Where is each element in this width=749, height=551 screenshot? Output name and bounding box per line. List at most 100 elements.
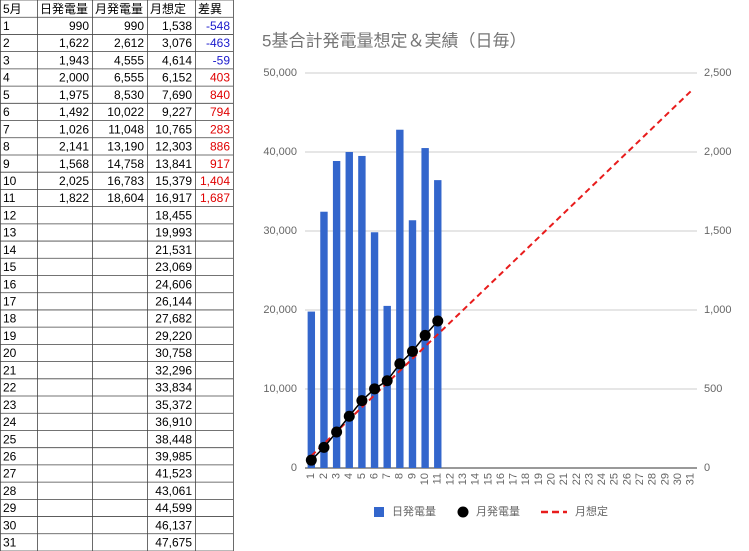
x-tick-label: 16 (495, 473, 507, 485)
table-cell: 6,555 (114, 71, 144, 85)
x-tick-label: 3 (331, 473, 343, 479)
table-cell: 794 (210, 105, 230, 119)
table-cell: 3,076 (162, 36, 192, 50)
table-cell: 26,144 (155, 295, 192, 309)
x-tick-label: 12 (444, 473, 456, 485)
header-cell: 月発電量 (95, 2, 143, 16)
table-cell: 11 (3, 191, 16, 205)
dot (318, 441, 330, 453)
dot (406, 345, 418, 357)
table-cell: 2,612 (114, 36, 144, 50)
table-cell: 6 (3, 105, 10, 119)
table-cell: 27 (3, 467, 17, 481)
x-tick-label: 30 (672, 473, 684, 485)
bar (408, 220, 417, 468)
dot (305, 454, 317, 466)
table-cell: 18 (3, 312, 17, 326)
x-tick-label: 15 (482, 473, 494, 485)
table-cell: 1,538 (162, 19, 192, 33)
x-tick-label: 29 (659, 473, 671, 485)
table-cell: 4,555 (114, 53, 144, 67)
bar (320, 211, 328, 468)
table-cell: -548 (206, 19, 230, 33)
table-cell: 16,917 (155, 191, 192, 205)
x-tick-label: 28 (647, 473, 659, 485)
table-cell: 29 (3, 501, 17, 515)
y2-tick-label: 1,500 (704, 225, 732, 237)
bar (370, 232, 379, 468)
table-cell: 14 (3, 243, 17, 257)
table-cell: 23 (3, 398, 17, 412)
table-cell: 19 (3, 329, 17, 343)
x-tick-label: 21 (558, 473, 570, 485)
table-cell: 29,220 (155, 329, 192, 343)
x-tick-label: 2 (318, 473, 330, 479)
y-tick-label: 0 (291, 462, 297, 474)
table-cell: 1,492 (59, 105, 89, 119)
table-cell: 25 (3, 432, 17, 446)
x-tick-label: 25 (609, 473, 621, 485)
table-cell: 31 (3, 536, 17, 550)
chart-title: 5基合計発電量想定＆実績（日毎） (262, 31, 526, 50)
x-tick-label: 11 (432, 473, 444, 484)
table-cell: 1,943 (59, 53, 89, 67)
table-cell: 20 (3, 346, 17, 360)
table-cell: 2,025 (59, 174, 89, 188)
header-cell: 差異 (198, 2, 222, 16)
y-tick-label: 10,000 (263, 383, 297, 395)
dot (394, 358, 406, 370)
table-cell: 990 (69, 19, 89, 33)
table-cell: 22 (3, 381, 17, 395)
table-cell: 10,765 (155, 122, 192, 136)
table-cell: 5 (3, 88, 10, 102)
header-cell: 月想定 (150, 1, 186, 16)
table-cell: 18,604 (107, 191, 144, 205)
table-cell: 840 (210, 88, 230, 102)
table-cell: 15 (3, 260, 17, 274)
x-tick-label: 23 (583, 473, 595, 485)
table-cell: -59 (213, 53, 231, 67)
x-tick-label: 7 (381, 473, 393, 479)
x-tick-label: 31 (685, 473, 697, 485)
bar (358, 155, 366, 468)
table-cell: 18,455 (155, 208, 192, 222)
table-cell: 39,985 (155, 449, 192, 463)
x-tick-label: 5 (356, 473, 368, 479)
y-tick-label: 20,000 (263, 304, 297, 316)
table-cell: 15,379 (155, 174, 192, 188)
y2-tick-label: 2,000 (704, 146, 732, 158)
x-tick-label: 18 (520, 473, 532, 485)
table-cell: 12,303 (155, 140, 192, 154)
table-cell: 7 (3, 122, 10, 136)
table-cell: 13,190 (107, 140, 144, 154)
legend-label: 月発電量 (476, 504, 520, 518)
table-cell: 6,152 (162, 71, 192, 85)
table-cell: 11,048 (108, 122, 144, 136)
table-cell: 4 (3, 71, 10, 85)
bar (421, 148, 429, 469)
bar (307, 311, 316, 468)
x-tick-label: 14 (470, 473, 482, 485)
table-cell: 8,530 (114, 88, 144, 102)
legend-label: 日発電量 (392, 504, 436, 518)
table-cell: 9,227 (162, 105, 192, 119)
bar (396, 129, 404, 469)
dot (343, 410, 355, 422)
x-tick-label: 6 (368, 473, 380, 479)
table-cell: 30,758 (155, 346, 192, 360)
header-cell: 日発電量 (40, 2, 88, 16)
dot (381, 375, 393, 387)
y2-tick-label: 0 (704, 462, 710, 474)
table-cell: 2,000 (59, 71, 89, 85)
table-cell: 27,682 (155, 312, 192, 326)
table-cell: 24,606 (155, 277, 192, 291)
table-cell: 19,993 (155, 226, 192, 240)
table-cell: -463 (206, 36, 230, 50)
x-tick-label: 22 (571, 473, 583, 485)
table-cell: 32,296 (155, 363, 192, 377)
x-tick-label: 1 (305, 473, 317, 479)
bar (332, 161, 341, 469)
table-cell: 16,783 (107, 174, 144, 188)
table-cell: 33,834 (155, 381, 192, 395)
